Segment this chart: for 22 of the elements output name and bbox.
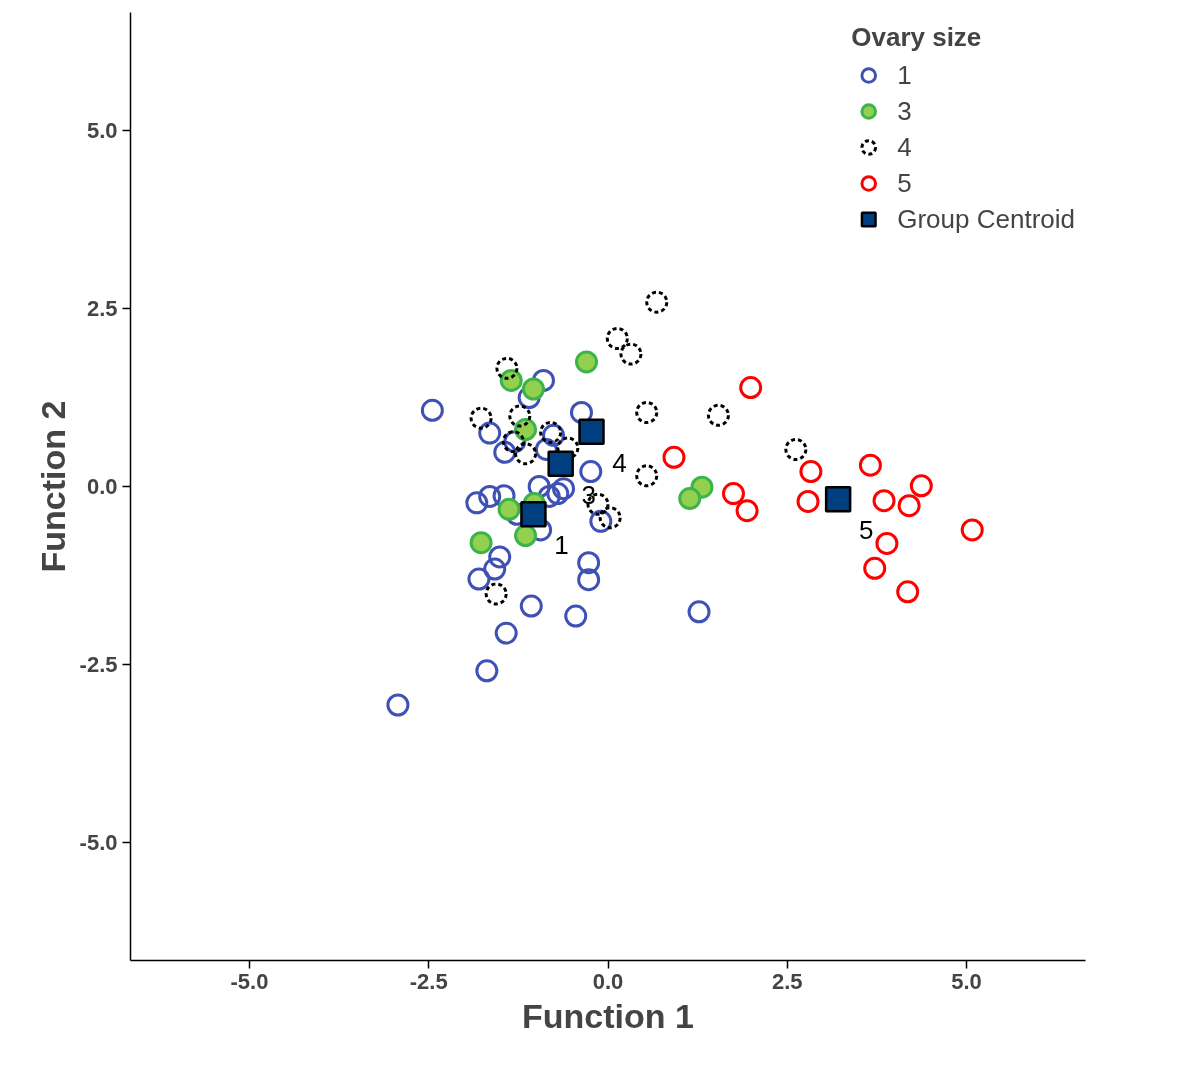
x-tick-label: -2.5 bbox=[409, 968, 448, 994]
y-tick-label: -5.0 bbox=[79, 829, 118, 855]
legend-label: 4 bbox=[897, 131, 913, 163]
legend-label: 3 bbox=[897, 95, 913, 127]
annotation: 3 bbox=[581, 479, 596, 510]
legend-label: 1 bbox=[897, 59, 913, 91]
y-tick-label: -2.5 bbox=[79, 651, 118, 677]
annotation: 1 bbox=[554, 530, 569, 561]
x-tick-label: 5.0 bbox=[951, 968, 982, 994]
x-tick-label: 0.0 bbox=[592, 968, 624, 994]
annotation: 4 bbox=[612, 447, 627, 478]
legend-title: Ovary size bbox=[851, 22, 983, 53]
legend-label: 5 bbox=[897, 167, 913, 199]
y-tick-label: 0.0 bbox=[86, 474, 118, 499]
x-axis-title: Function 1 bbox=[522, 996, 694, 1035]
x-tick-label: 2.5 bbox=[771, 968, 803, 994]
y-axis-title: Function 2 bbox=[33, 400, 72, 573]
x-tick-label: -5.0 bbox=[230, 968, 269, 994]
y-tick-label: 5.0 bbox=[86, 118, 118, 144]
annotation: 5 bbox=[858, 515, 874, 546]
y-tick-label: 2.5 bbox=[86, 296, 118, 322]
legend-label: Group Centroid bbox=[897, 203, 1075, 235]
